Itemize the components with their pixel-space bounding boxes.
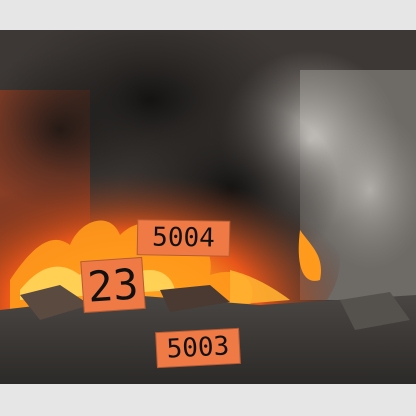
flames-right: [298, 230, 321, 281]
fire-scene-illustration: [0, 30, 416, 384]
debris-3: [340, 292, 410, 330]
flames-low: [230, 270, 290, 305]
label-tag-5004: 5004: [136, 219, 231, 257]
label-tag-5003: 5003: [155, 327, 241, 369]
fire-scene-photo: [0, 30, 416, 384]
debris-2: [160, 285, 230, 312]
smoke-light-2: [310, 110, 416, 270]
label-tag-23: 23: [80, 256, 146, 314]
debris-1: [20, 285, 90, 320]
